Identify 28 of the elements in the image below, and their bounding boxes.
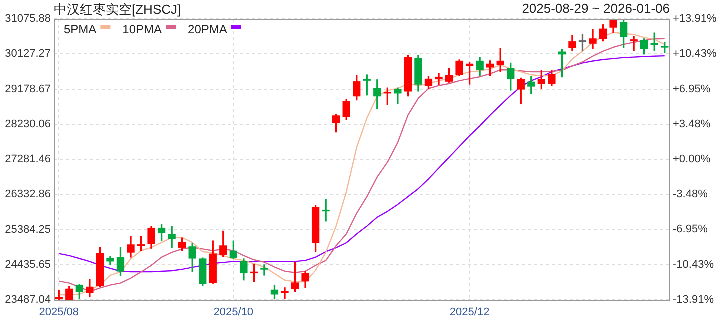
y-tick-label: 27281.46 — [5, 154, 51, 166]
y2-tick-label: +3.48% — [673, 118, 711, 130]
y2-tick-label: +0.00% — [673, 154, 711, 166]
y2-tick-label: -10.43% — [673, 258, 714, 271]
y-tick-label: 26332.86 — [5, 188, 51, 201]
y2-tick-label: -6.95% — [673, 224, 708, 236]
candlestick — [661, 42, 669, 54]
y2-tick-label: +6.95% — [673, 83, 711, 96]
x-tick-label: 2025/12 — [450, 306, 490, 319]
y-tick-label: 29178.67 — [5, 83, 51, 96]
chart-title: 中汉红枣实空[ZHSCJ] — [54, 1, 182, 19]
y2-tick-label: -13.91% — [673, 294, 714, 306]
x-tick-label: 2025/08 — [39, 306, 80, 319]
y-tick-label: 30127.27 — [5, 48, 51, 60]
y2-tick-label: +10.43% — [673, 48, 717, 60]
y-tick-label: 25384.25 — [5, 224, 51, 236]
chart-subtitle: 2025-08-29 ~ 2026-01-06 — [522, 1, 670, 16]
legend-label: 5PMA — [64, 22, 97, 36]
legend-label: 10PMA — [122, 22, 162, 36]
y-tick-label: 24435.65 — [5, 258, 51, 271]
legend-label: 20PMA — [188, 22, 228, 36]
y-tick-label: 31075.88 — [5, 13, 51, 26]
y-tick-label: 23487.04 — [5, 294, 51, 306]
y-tick-label: 28230.06 — [5, 118, 51, 130]
x-tick-label: 2025/10 — [214, 306, 254, 319]
candlestick — [260, 264, 268, 276]
y2-tick-label: +13.91% — [673, 13, 717, 26]
y2-tick-label: -3.48% — [673, 188, 708, 201]
